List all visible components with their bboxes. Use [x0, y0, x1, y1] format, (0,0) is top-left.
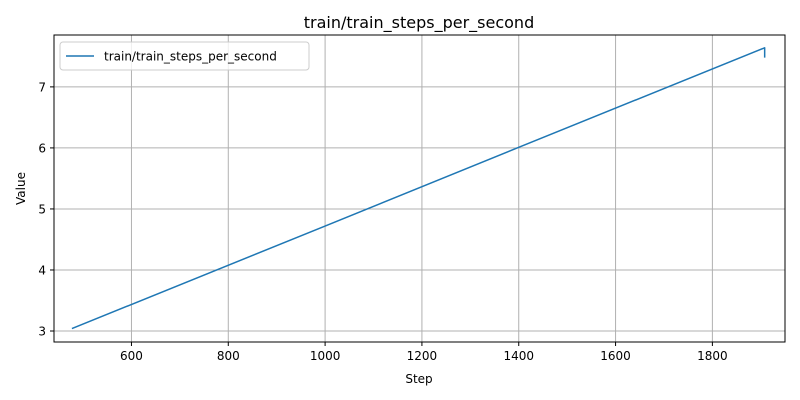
x-axis-label: Step [405, 372, 432, 386]
x-tick-label: 600 [120, 349, 143, 363]
series-lines [71, 47, 766, 330]
series-line [71, 47, 766, 330]
x-tick-label: 1600 [600, 349, 631, 363]
y-tick-label: 4 [38, 263, 46, 277]
axis-ticks: 600 800 1000 1200 1400 1600 1800 3 4 5 6 7 [38, 80, 727, 363]
x-tick-label: 1800 [697, 349, 728, 363]
legend-box [59, 41, 310, 71]
y-tick-label: 5 [38, 202, 46, 216]
x-tick-label: 800 [217, 349, 240, 363]
legend: train/train_steps_per_second [59, 41, 310, 71]
y-tick-label: 3 [38, 325, 46, 339]
legend-label: train/train_steps_per_second [104, 50, 277, 64]
grid-lines [54, 35, 785, 342]
x-tick-label: 1400 [503, 349, 534, 363]
y-tick-label: 7 [38, 80, 46, 94]
plot-frame [53, 34, 786, 343]
y-axis-label: Value [14, 172, 28, 205]
y-tick-label: 6 [38, 141, 46, 155]
chart-title: train/train_steps_per_second [304, 13, 534, 33]
x-tick-label: 1000 [310, 349, 341, 363]
x-tick-label: 1200 [407, 349, 438, 363]
